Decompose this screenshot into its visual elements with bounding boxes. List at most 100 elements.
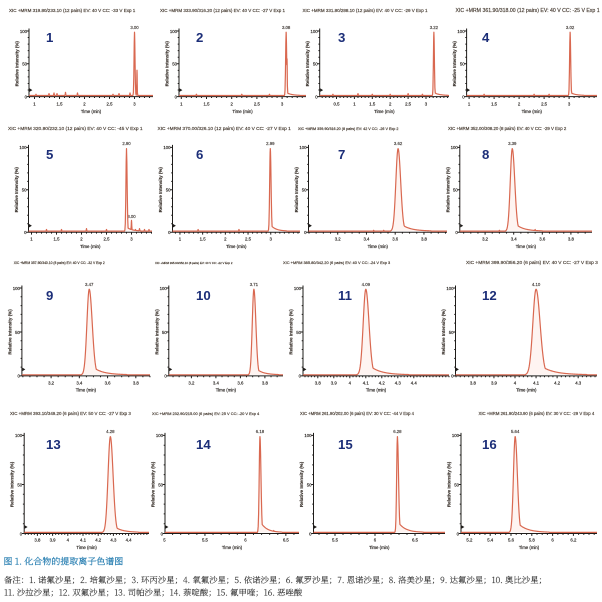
svg-text:100: 100 [446,286,454,291]
svg-text:3.02: 3.02 [566,25,575,30]
svg-text:XIC +MRM 393.10/349.20 (6 pair: XIC +MRM 393.10/349.20 (6 pairs) EV: 50 … [10,411,131,416]
svg-text:3.8: 3.8 [133,381,140,386]
svg-text:0: 0 [455,230,458,235]
svg-text:2: 2 [231,102,234,107]
svg-text:2: 2 [224,237,227,242]
svg-text:50: 50 [162,330,167,335]
svg-text:0: 0 [24,230,27,235]
svg-text:Time (min): Time (min) [519,545,540,550]
svg-text:1: 1 [180,102,183,107]
svg-text:0: 0 [164,374,167,379]
svg-text:50: 50 [17,482,22,487]
svg-text:Time (min): Time (min) [366,388,387,393]
svg-text:4.09: 4.09 [362,282,371,287]
svg-text:100: 100 [457,29,465,34]
svg-text:XIC +MRM 370.00/326.10 (12 pai: XIC +MRM 370.00/326.10 (12 pairs) EV: 40… [158,126,292,132]
svg-text:Time (min): Time (min) [80,244,101,249]
svg-text:XIC +MRM 331.80/288.10 (12 pai: XIC +MRM 331.80/288.10 (12 pairs) EV: 40… [303,8,429,13]
svg-text:3.08: 3.08 [282,25,291,30]
svg-text:15: 15 [338,437,353,452]
svg-text:50: 50 [453,188,458,193]
svg-text:1.5: 1.5 [57,102,64,107]
svg-text:3.6: 3.6 [539,237,546,242]
svg-text:Relative Intensity (%): Relative Intensity (%) [7,309,12,355]
svg-text:1: 1 [179,237,182,242]
svg-text:1.5: 1.5 [491,102,498,107]
svg-text:Relative Intensity (%): Relative Intensity (%) [15,41,20,87]
svg-text:3.9: 3.9 [491,381,498,386]
svg-text:100: 100 [160,286,168,291]
svg-text:4: 4 [67,538,70,543]
svg-text:XIC +MRM 357.90/340.10 (8 pair: XIC +MRM 357.90/340.10 (8 pairs) EV: 40 … [14,261,105,265]
svg-text:2: 2 [196,30,203,45]
svg-text:100: 100 [299,145,307,150]
svg-text:3.47: 3.47 [85,282,94,287]
svg-text:Relative Intensity (%): Relative Intensity (%) [445,167,450,213]
svg-text:3.8: 3.8 [421,237,428,242]
svg-text:XIC +MRM 232.90/215.00 (6 pair: XIC +MRM 232.90/215.00 (6 pairs) EV: 25 … [152,411,260,416]
svg-text:6.28: 6.28 [393,429,402,434]
svg-text:3.39: 3.39 [508,141,517,146]
svg-text:5.2: 5.2 [466,538,473,543]
svg-text:3.2: 3.2 [482,237,489,242]
svg-text:0: 0 [168,230,171,235]
svg-text:4.2: 4.2 [95,538,102,543]
svg-text:1.5: 1.5 [200,237,207,242]
svg-text:4.4: 4.4 [411,381,418,386]
svg-text:11: 11 [338,288,352,303]
svg-text:2: 2 [518,102,521,107]
svg-text:50: 50 [22,62,27,67]
svg-text:50: 50 [302,188,307,193]
svg-text:1: 1 [33,102,36,107]
svg-text:Relative Intensity (%): Relative Intensity (%) [165,41,170,87]
svg-text:10: 10 [196,288,211,303]
svg-text:Time (min): Time (min) [516,388,537,393]
svg-text:100: 100 [15,433,23,438]
svg-text:2.99: 2.99 [266,141,275,146]
svg-text:XIC +MRM 359.90/316.20 (8 pair: XIC +MRM 359.90/316.20 (8 pairs) EV: 42 … [298,127,398,131]
svg-text:1.5: 1.5 [369,102,376,107]
svg-text:XIC +MRM 261.90/202.00 (6 pair: XIC +MRM 261.90/202.00 (6 pairs) EV: 30 … [300,411,415,416]
svg-text:4.1: 4.1 [533,381,540,386]
svg-text:4: 4 [514,381,517,386]
svg-text:2.5: 2.5 [541,102,548,107]
svg-text:XIC +MRM 320.80/232.10 (12 pai: XIC +MRM 320.80/232.10 (12 pairs) EV: 40… [8,126,143,132]
svg-text:Relative Intensity (%): Relative Intensity (%) [154,309,159,355]
svg-text:Time (min): Time (min) [226,244,247,249]
svg-text:0: 0 [25,94,28,99]
svg-text:6.18: 6.18 [256,429,265,434]
svg-text:100: 100 [163,145,171,150]
svg-text:100: 100 [452,433,460,438]
svg-text:Time (min): Time (min) [522,109,543,114]
svg-text:6: 6 [551,538,554,543]
svg-text:50: 50 [158,482,163,487]
svg-text:1.5: 1.5 [204,102,211,107]
svg-text:Time (min): Time (min) [76,545,97,550]
svg-text:6: 6 [196,147,203,162]
svg-text:XIC +MRM 395.90/352.10 (8 pair: XIC +MRM 395.90/352.10 (8 pairs) EV: 40 … [155,261,233,265]
svg-text:5: 5 [46,147,53,162]
svg-text:6.2: 6.2 [570,538,577,543]
svg-text:50: 50 [22,188,27,193]
svg-text:2: 2 [80,237,83,242]
svg-text:XIC +MRM 319.80/233.10 (12 pai: XIC +MRM 319.80/233.10 (12 pairs) EV: 40… [9,8,136,13]
svg-text:2: 2 [83,102,86,107]
svg-text:50: 50 [15,330,20,335]
svg-text:50: 50 [449,330,454,335]
svg-text:4.28: 4.28 [106,429,115,434]
svg-text:XIC +MRM 385.80/342.20 (6 pair: XIC +MRM 385.80/342.20 (6 pairs) EV: 40 … [283,260,391,265]
svg-text:100: 100 [20,29,28,34]
svg-text:3.6: 3.6 [392,237,399,242]
svg-text:XIC +MRM 361.90/318.00 (12 pai: XIC +MRM 361.90/318.00 (12 pairs) EV: 40… [456,8,600,14]
svg-text:9: 9 [46,288,53,303]
svg-text:Relative Intensity (%): Relative Intensity (%) [289,309,294,355]
svg-text:0: 0 [161,531,164,536]
svg-text:Relative Intensity (%): Relative Intensity (%) [158,167,163,213]
svg-text:8: 8 [482,147,489,162]
svg-text:Time (min): Time (min) [369,545,390,550]
svg-text:4.1: 4.1 [363,381,370,386]
svg-text:50: 50 [296,330,301,335]
svg-text:Time (min): Time (min) [76,388,97,393]
svg-text:5.6: 5.6 [508,538,515,543]
svg-text:5: 5 [163,538,166,543]
